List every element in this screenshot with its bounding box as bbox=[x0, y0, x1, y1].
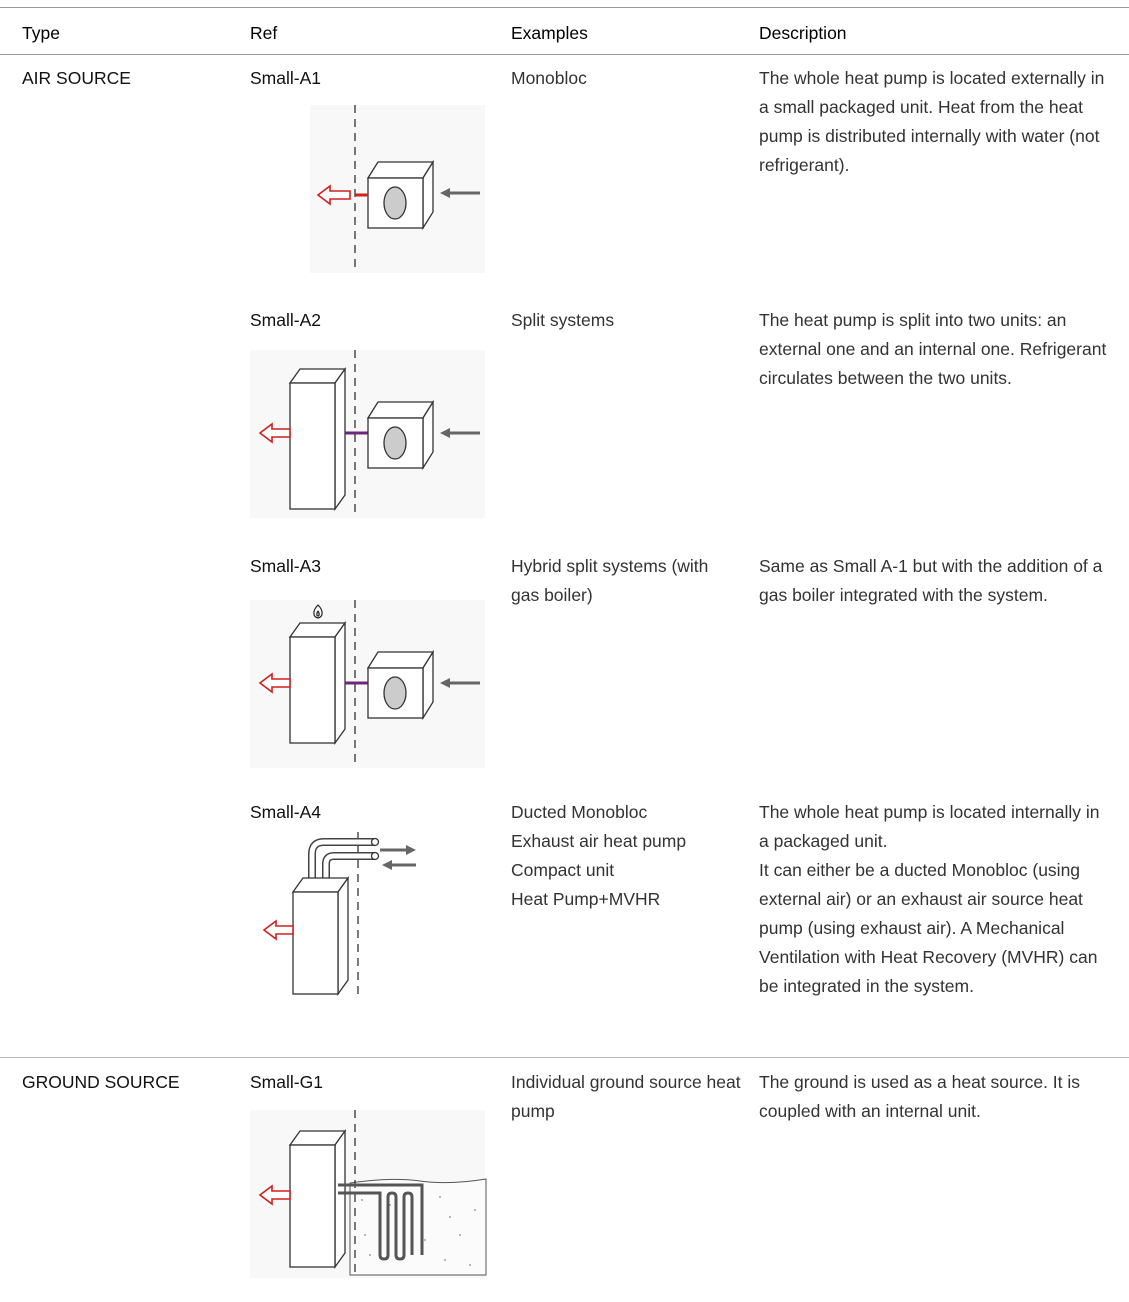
header-cell: Ref bbox=[250, 23, 278, 43]
description-cell: The whole heat pump is located externall… bbox=[759, 68, 1105, 175]
diagram-circle bbox=[469, 1264, 471, 1266]
examples-cell: Hybrid split systems (with gas boiler) bbox=[511, 556, 709, 605]
diagram-ducted bbox=[262, 832, 416, 1000]
diagram-path bbox=[366, 401, 435, 419]
diagram-path bbox=[366, 651, 435, 669]
diagram-path bbox=[440, 188, 450, 198]
diagram-ellipse bbox=[383, 426, 407, 460]
diagram-ellipse bbox=[383, 186, 407, 220]
examples-cell: Exhaust air heat pump bbox=[511, 831, 687, 851]
diagram-path bbox=[338, 1183, 424, 1261]
examples-cell: Heat Pump+MVHR bbox=[511, 889, 661, 909]
diagram-circle bbox=[424, 1239, 426, 1241]
ref-cell: Small-A3 bbox=[250, 556, 321, 576]
examples-cell: Split systems bbox=[511, 310, 615, 330]
diagram-circle bbox=[444, 1259, 446, 1261]
diagram-circle bbox=[449, 1216, 451, 1218]
diagram-monobloc bbox=[310, 105, 485, 273]
examples-cell: Ducted Monobloc bbox=[511, 802, 648, 822]
diagram-rect bbox=[289, 1144, 336, 1268]
ref-cell: Small-A4 bbox=[250, 802, 321, 822]
diagram-path bbox=[313, 604, 323, 619]
diagram-path bbox=[440, 678, 450, 688]
diagram-path bbox=[258, 422, 291, 444]
ref-cell: Small-A1 bbox=[250, 68, 321, 88]
description-cell: It can either be a ducted Monobloc (usin… bbox=[759, 860, 1098, 996]
diagram-split bbox=[250, 350, 485, 518]
diagram-ellipse bbox=[383, 676, 407, 710]
section-rule bbox=[0, 1057, 1129, 1058]
diagram-circle bbox=[361, 1199, 363, 1201]
ref-cell: Small-G1 bbox=[250, 1072, 323, 1092]
diagram-circle bbox=[369, 1254, 371, 1256]
diagram-path bbox=[440, 428, 450, 438]
diagram-circle bbox=[370, 837, 380, 847]
diagram-ground bbox=[250, 1110, 487, 1278]
description-cell: The whole heat pump is located internall… bbox=[759, 802, 1100, 851]
type-cell: GROUND SOURCE bbox=[22, 1072, 180, 1092]
diagram-path bbox=[323, 853, 375, 888]
diagram-path bbox=[366, 161, 435, 179]
examples-cell: Individual ground source heat pump bbox=[511, 1072, 741, 1121]
examples-cell: Compact unit bbox=[511, 860, 615, 880]
diagram-path bbox=[337, 875, 349, 997]
description-cell: The heat pump is split into two units: a… bbox=[759, 310, 1107, 388]
type-cell: AIR SOURCE bbox=[22, 68, 131, 88]
diagram-circle bbox=[389, 1204, 391, 1206]
diagram-path bbox=[382, 860, 392, 870]
diagram-rect bbox=[292, 891, 339, 995]
header-cell: Description bbox=[759, 23, 847, 43]
top-rule bbox=[0, 7, 1129, 8]
header-cell: Examples bbox=[511, 23, 588, 43]
diagram-path bbox=[334, 366, 346, 512]
diagram-rect bbox=[289, 636, 336, 744]
diagram-path bbox=[258, 672, 291, 694]
header-rule bbox=[0, 54, 1129, 55]
diagram-path bbox=[406, 845, 416, 855]
examples-cell: Monobloc bbox=[511, 68, 587, 88]
diagram-path bbox=[349, 1178, 487, 1276]
diagram-path bbox=[262, 919, 294, 941]
diagram-rect bbox=[289, 382, 336, 510]
diagram-circle bbox=[474, 1209, 476, 1211]
diagram-path bbox=[316, 184, 351, 206]
diagram-hybrid bbox=[250, 600, 485, 768]
header-cell: Type bbox=[22, 23, 60, 43]
diagram-circle bbox=[439, 1196, 441, 1198]
diagram-path bbox=[334, 1128, 346, 1270]
ref-cell: Small-A2 bbox=[250, 310, 321, 330]
diagram-path bbox=[309, 839, 375, 888]
diagram-circle bbox=[370, 851, 380, 861]
diagram-circle bbox=[459, 1234, 461, 1236]
diagram-circle bbox=[364, 1234, 366, 1236]
description-cell: Same as Small A-1 but with the addition … bbox=[759, 556, 1103, 605]
description-cell: The ground is used as a heat source. It … bbox=[759, 1072, 1081, 1121]
diagram-path bbox=[334, 620, 346, 746]
diagram-path bbox=[258, 1184, 291, 1206]
